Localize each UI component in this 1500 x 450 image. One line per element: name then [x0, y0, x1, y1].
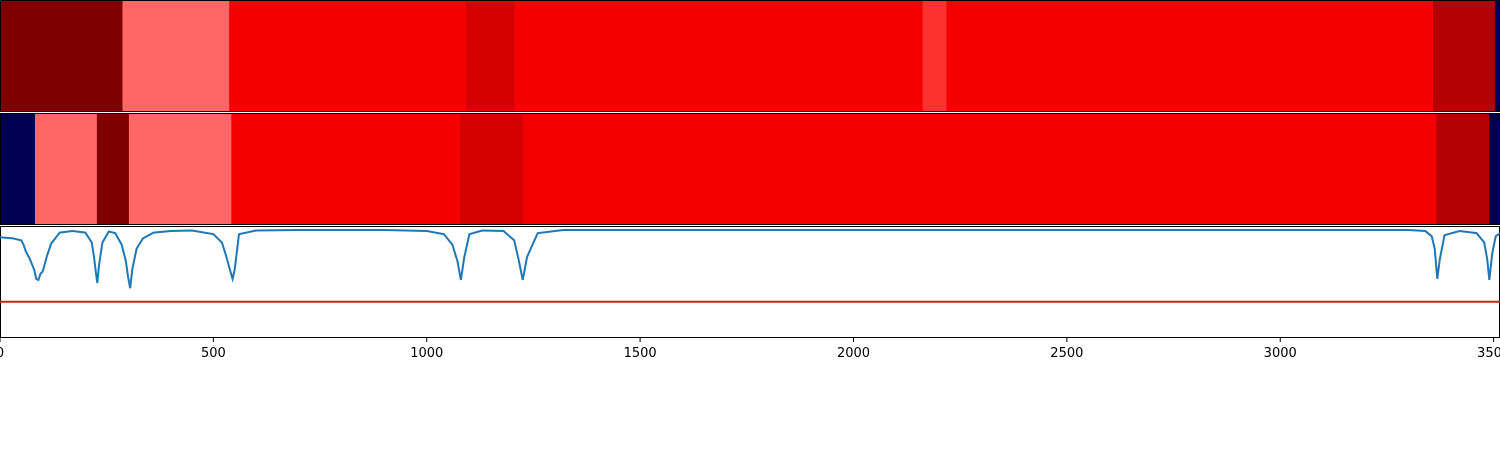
x-tick-label-1000: 1000	[410, 346, 443, 361]
heatmap-2-segment-0	[0, 114, 36, 224]
heatmap-1-segment-7	[1433, 1, 1496, 111]
heatmap-2-segment-4	[231, 114, 461, 224]
x-tick-label-0: 0	[0, 346, 4, 361]
x-tick-label-2000: 2000	[837, 346, 870, 361]
x-tick-label-3000: 3000	[1264, 346, 1297, 361]
heatmap-2-segment-7	[1436, 114, 1490, 224]
line-panel	[0, 226, 1500, 338]
heatmap-2-segment-2	[96, 114, 130, 224]
heatmap-1-segment-4	[514, 1, 924, 111]
line-panel-frame	[0, 226, 1500, 338]
heatmap-2-segment-3	[128, 114, 232, 224]
heatmap-1-segment-5	[922, 1, 948, 111]
heatmap-2-segment-8	[1489, 114, 1500, 224]
x-tick-label-500: 500	[201, 346, 226, 361]
x-tick-label-3500: 3500	[1477, 346, 1500, 361]
x-tick-label-1500: 1500	[624, 346, 657, 361]
heatmap-middle	[0, 114, 1500, 224]
heatmap-1-segment-1	[122, 1, 230, 111]
x-axis: 0 500 1000 1500 2000 2500 3000 3500	[0, 338, 1500, 361]
heatmap-1-segment-2	[229, 1, 467, 111]
heatmap-1-segment-0	[0, 1, 124, 111]
heatmap-2-segment-6	[522, 114, 1438, 224]
heatmap-1-segment-3	[466, 1, 515, 111]
heatmap-2-segment-5	[460, 114, 524, 224]
heatmap-top	[0, 1, 1500, 111]
heatmap-1-segment-6	[946, 1, 1434, 111]
heatmap-1-segment-8	[1494, 1, 1500, 111]
heatmap-2-segment-1	[34, 114, 98, 224]
x-tick-label-2500: 2500	[1050, 346, 1083, 361]
series-line	[0, 229, 1500, 289]
